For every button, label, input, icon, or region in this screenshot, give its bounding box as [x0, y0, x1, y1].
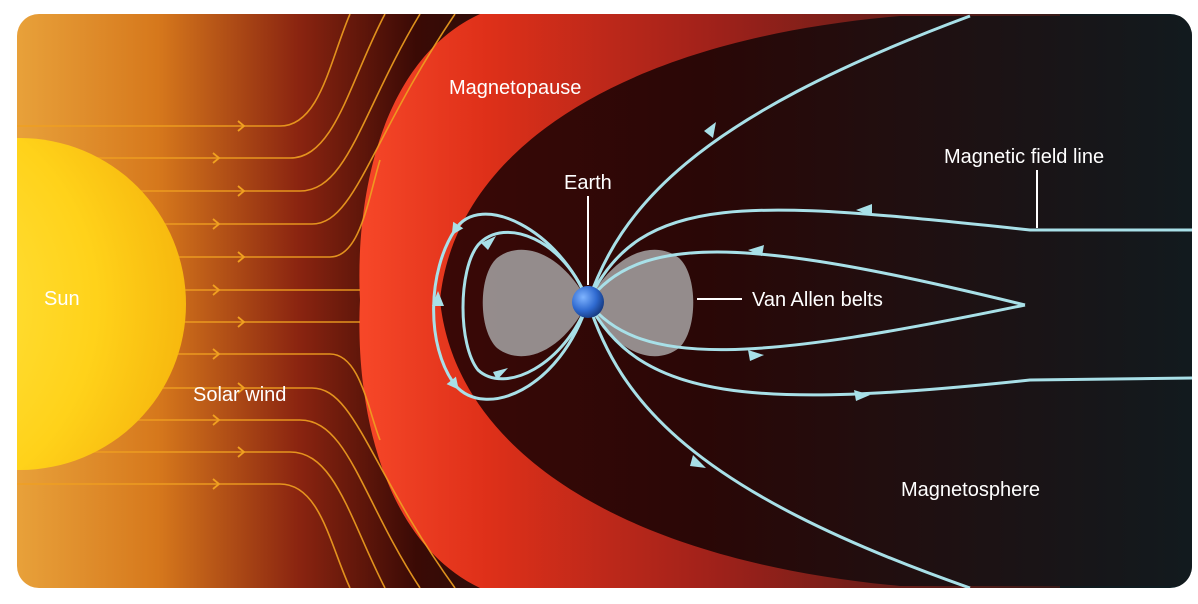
label-van-allen-belts: Van Allen belts — [752, 289, 883, 311]
label-magnetosphere: Magnetosphere — [901, 479, 1040, 501]
magnetic-field-lines — [432, 14, 1192, 588]
earth — [572, 286, 604, 318]
solar-wind-lines — [17, 14, 456, 588]
label-magnetopause: Magnetopause — [449, 77, 581, 99]
label-solar-wind: Solar wind — [193, 384, 286, 406]
solar-wind-arrows — [212, 120, 246, 490]
sun — [17, 138, 186, 470]
van-allen-belt-left — [482, 249, 588, 357]
label-sun: Sun — [44, 288, 80, 310]
label-earth: Earth — [564, 172, 612, 194]
magnetosphere-region — [440, 16, 1192, 586]
label-magnetic-field-line: Magnetic field line — [944, 146, 1104, 168]
field-line-arrows — [432, 122, 872, 468]
